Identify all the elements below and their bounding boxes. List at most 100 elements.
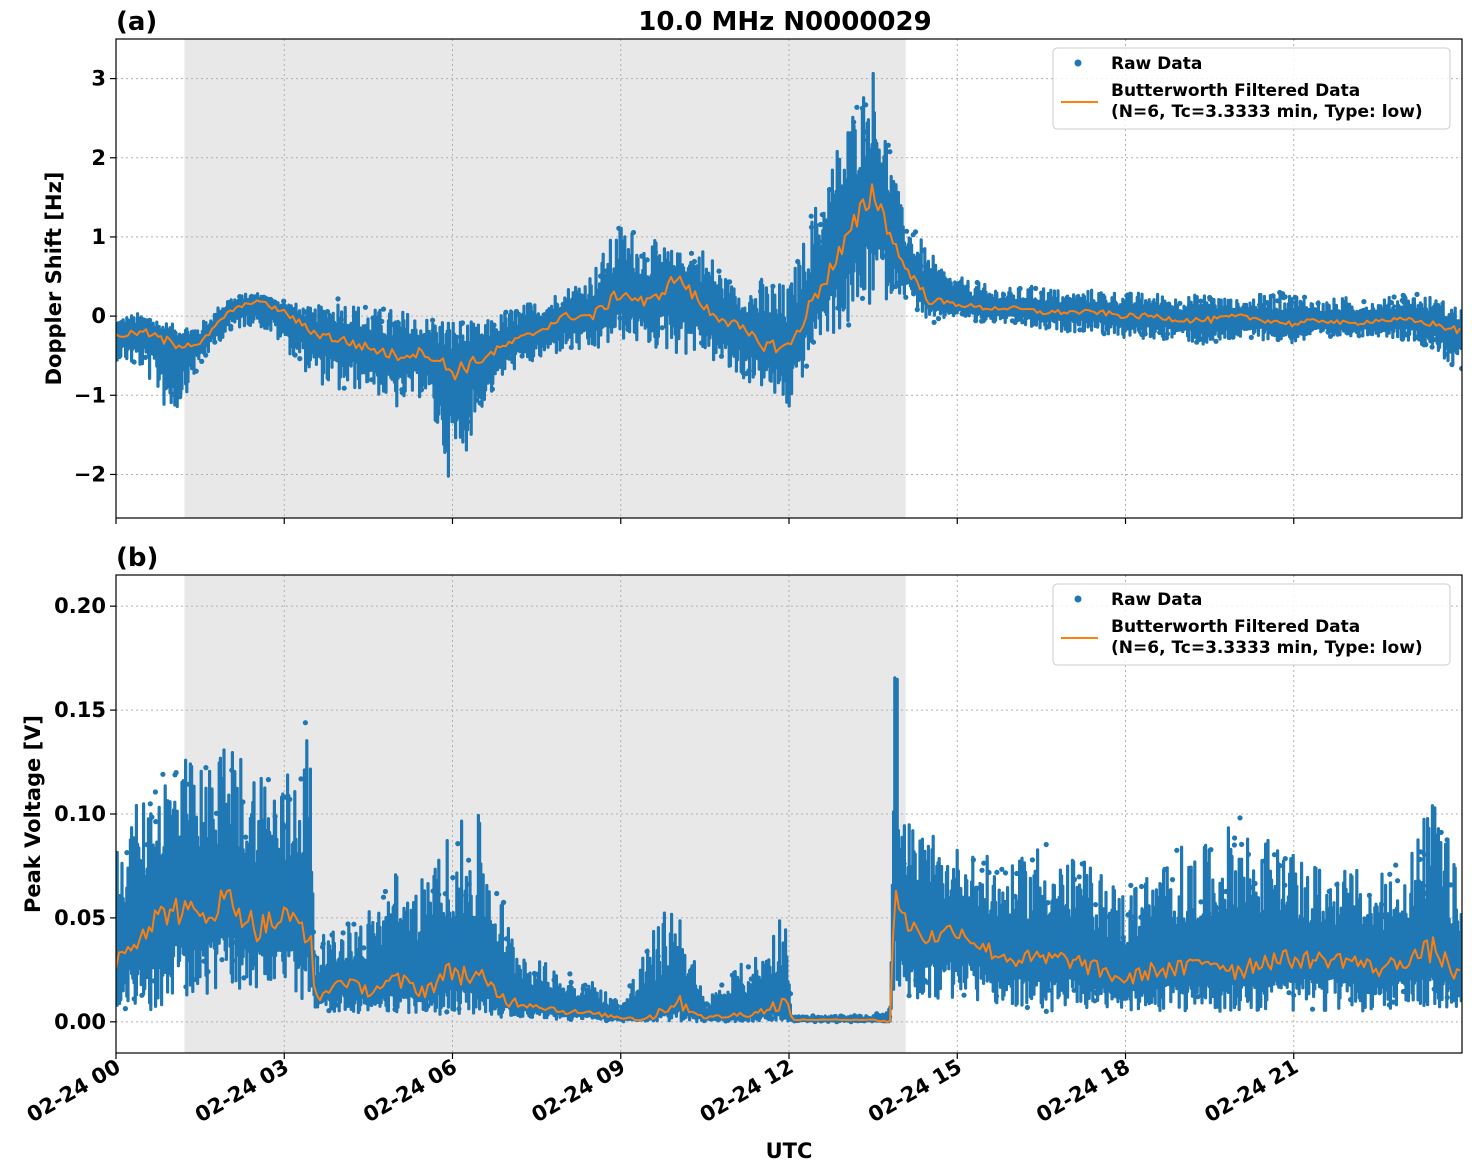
raw-data-point [567, 1005, 574, 1011]
figure-title: 10.0 MHz N0000029 [638, 7, 931, 37]
raw-data-point [1139, 883, 1145, 890]
raw-data-point [1026, 293, 1032, 299]
raw-data-point [1186, 302, 1192, 308]
raw-data-point [1023, 304, 1029, 310]
raw-data-point [632, 272, 638, 278]
raw-data-point [454, 406, 460, 412]
raw-data-point [787, 292, 794, 298]
raw-data-point [124, 325, 130, 331]
raw-data-point [630, 229, 637, 236]
raw-data-point [1356, 333, 1362, 339]
raw-data-point [1421, 852, 1427, 858]
raw-data-point [1222, 985, 1229, 991]
raw-data-point [924, 860, 930, 866]
raw-data-point [1402, 952, 1408, 958]
raw-data-point [700, 297, 706, 303]
raw-data-point [1429, 344, 1435, 350]
raw-data-point [758, 288, 764, 295]
raw-data-point [186, 781, 192, 787]
raw-data-point [1064, 297, 1070, 303]
raw-data-point [459, 321, 465, 327]
raw-data-point [613, 1007, 619, 1013]
raw-data-point [968, 921, 974, 927]
raw-data-point [1386, 1002, 1392, 1008]
raw-data-point [1180, 918, 1186, 925]
raw-data-point [644, 948, 650, 955]
raw-data-point [1075, 294, 1081, 300]
raw-data-point [287, 332, 293, 338]
raw-data-point [389, 341, 395, 347]
raw-data-point [362, 304, 368, 310]
raw-data-point [1453, 347, 1459, 353]
raw-data-point [401, 993, 407, 1000]
raw-data-point [699, 340, 705, 346]
raw-data-point [605, 320, 611, 327]
raw-data-point [717, 1005, 723, 1012]
raw-data-point [369, 377, 375, 383]
raw-data-point [1241, 325, 1248, 331]
raw-data-point [1071, 876, 1078, 883]
raw-data-point [1391, 999, 1397, 1005]
raw-data-point [1271, 322, 1277, 328]
raw-data-point [887, 149, 893, 155]
raw-data-point [460, 341, 466, 348]
raw-data-point [279, 328, 285, 334]
raw-data-point [155, 353, 161, 359]
raw-data-point [506, 355, 512, 361]
raw-data-point [204, 863, 211, 869]
raw-data-series [116, 71, 1462, 478]
raw-data-point [974, 279, 980, 286]
raw-data-point [128, 857, 135, 863]
raw-data-point [980, 310, 986, 317]
raw-data-point [664, 268, 671, 274]
raw-data-point [901, 861, 907, 867]
raw-data-point [1087, 302, 1093, 308]
raw-data-point [233, 865, 239, 871]
raw-data-point [1366, 892, 1372, 899]
raw-data-point [863, 160, 869, 166]
raw-data-point [356, 331, 362, 337]
raw-data-point [617, 315, 623, 321]
raw-data-point [767, 982, 774, 989]
raw-data-point [478, 374, 484, 380]
raw-data-point [1442, 904, 1449, 911]
raw-data-point [994, 869, 1000, 875]
raw-data-point [229, 875, 235, 882]
raw-data-point [740, 998, 746, 1004]
raw-data-point [300, 948, 306, 954]
raw-data-point [1017, 285, 1023, 292]
raw-data-point [639, 253, 645, 259]
raw-data-point [863, 129, 869, 135]
raw-data-point [1124, 293, 1130, 299]
raw-data-point [500, 982, 506, 988]
y-tick-label: 0.00 [54, 1010, 106, 1034]
raw-data-point [685, 316, 691, 322]
raw-data-point [430, 327, 437, 334]
raw-data-point [1213, 338, 1219, 344]
raw-data-point [157, 339, 163, 345]
plot-area [116, 676, 1462, 1025]
x-tick-label: 02-24 09 [527, 1055, 629, 1128]
raw-data-point [914, 307, 920, 313]
raw-data-point [811, 248, 817, 254]
raw-data-point [1271, 312, 1277, 319]
raw-data-point [1012, 953, 1018, 959]
raw-data-point [478, 994, 484, 1001]
raw-data-point [149, 323, 155, 329]
raw-data-point [193, 368, 199, 374]
raw-data-point [341, 385, 347, 391]
raw-data-point [993, 993, 1000, 999]
raw-data-point [436, 892, 442, 898]
raw-data-point [922, 978, 928, 984]
raw-data-point [162, 385, 169, 391]
raw-data-point [835, 305, 841, 311]
raw-data-point [1400, 988, 1406, 995]
raw-data-point [1375, 982, 1381, 988]
raw-data-point [1368, 973, 1374, 980]
raw-data-point [1326, 917, 1332, 923]
raw-data-point [332, 342, 338, 348]
raw-data-point [973, 318, 979, 324]
raw-data-point [535, 1000, 541, 1006]
raw-data-point [1077, 327, 1083, 333]
raw-data-point [709, 1011, 716, 1017]
